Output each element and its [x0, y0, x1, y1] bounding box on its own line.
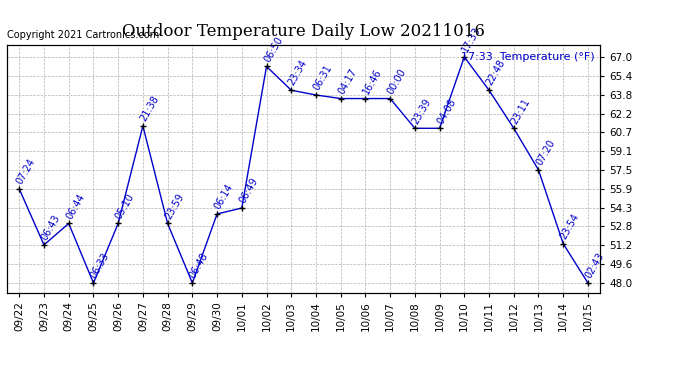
Text: 16:46: 16:46	[361, 67, 384, 96]
Text: 06:31: 06:31	[311, 63, 334, 92]
Text: 23:11: 23:11	[509, 96, 532, 126]
Text: 06:44: 06:44	[64, 192, 87, 221]
Text: 23:54: 23:54	[559, 211, 582, 241]
Text: 23:34: 23:34	[287, 58, 309, 87]
Text: 07:20: 07:20	[534, 138, 557, 167]
Text: 00:00: 00:00	[386, 67, 408, 96]
Text: Copyright 2021 Cartronics.com: Copyright 2021 Cartronics.com	[7, 30, 159, 40]
Text: 07:24: 07:24	[14, 157, 37, 186]
Text: 06:49: 06:49	[237, 176, 260, 205]
Text: 05:10: 05:10	[114, 192, 136, 221]
Text: 17:33: 17:33	[460, 25, 482, 54]
Text: 06:14: 06:14	[213, 182, 235, 211]
Text: 17:33  Temperature (°F): 17:33 Temperature (°F)	[461, 53, 594, 62]
Text: 06:33: 06:33	[89, 251, 112, 280]
Text: 23:39: 23:39	[411, 96, 433, 126]
Text: 21:38: 21:38	[139, 94, 161, 123]
Text: 02:43: 02:43	[584, 251, 606, 280]
Text: Outdoor Temperature Daily Low 20211016: Outdoor Temperature Daily Low 20211016	[122, 22, 485, 39]
Text: 06:50: 06:50	[262, 34, 284, 64]
Text: 22:48: 22:48	[484, 58, 507, 87]
Text: 04:17: 04:17	[336, 67, 359, 96]
Text: 04:08: 04:08	[435, 96, 457, 126]
Text: 06:43: 06:43	[39, 213, 62, 242]
Text: 23:59: 23:59	[163, 192, 186, 221]
Text: 06:48: 06:48	[188, 251, 210, 280]
